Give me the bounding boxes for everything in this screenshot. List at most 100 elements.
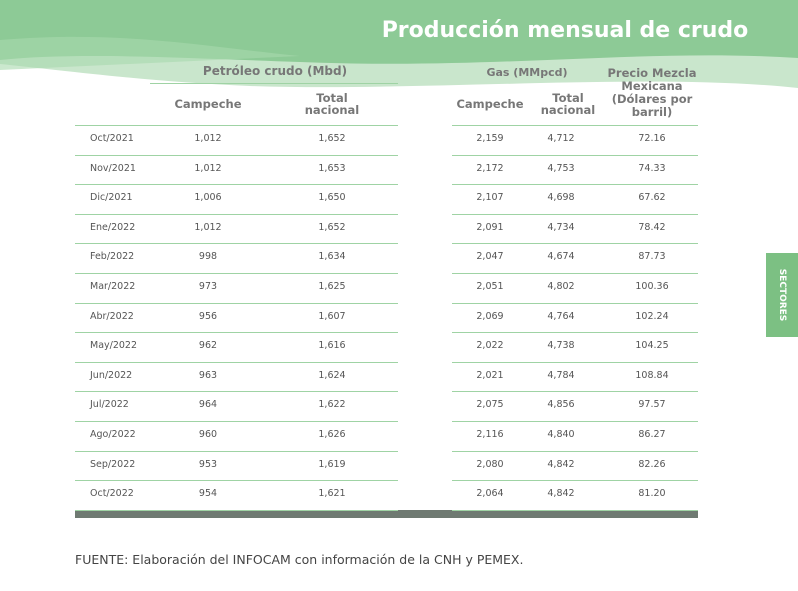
- cell: 72.16: [638, 133, 666, 144]
- cell: 953: [198, 458, 218, 470]
- cell: 4,802: [547, 281, 575, 292]
- cell: 1,012: [194, 133, 222, 144]
- row-label: Feb/2022: [90, 251, 135, 263]
- cell: 81.20: [638, 488, 666, 500]
- cell: 87.73: [638, 251, 666, 263]
- row-rule: [452, 243, 698, 245]
- row-rule: [452, 154, 698, 156]
- cell: 4,753: [547, 162, 575, 174]
- cell: 2,022: [476, 340, 504, 352]
- header-band: [0, 0, 798, 88]
- row-label: Dic/2021: [90, 192, 133, 204]
- row-rule: [452, 272, 698, 274]
- cell: 4,738: [547, 340, 575, 352]
- row-rule: [452, 480, 698, 482]
- title: Producción mensual de crudo: [381, 18, 749, 43]
- cell: 998: [198, 251, 218, 263]
- row-rule: [452, 332, 698, 334]
- row-label: Oct/2022: [90, 488, 134, 500]
- cell: 960: [198, 429, 218, 440]
- row-label: Nov/2021: [90, 162, 136, 174]
- row-rule: [75, 332, 398, 334]
- row-rule: [75, 480, 398, 482]
- bottom-bar: [75, 510, 698, 518]
- cell: 1,652: [318, 133, 346, 144]
- cell: 2,051: [476, 281, 504, 292]
- cell: 1,626: [318, 429, 346, 440]
- cell: 82.26: [638, 458, 666, 470]
- source: FUENTE: Elaboración del INFOCAM con info…: [75, 552, 524, 567]
- side-tab-label: SECTORES: [777, 268, 787, 322]
- row-rule: [75, 272, 398, 274]
- row-label: Oct/2021: [90, 133, 134, 144]
- cell: 1,634: [318, 251, 346, 263]
- cell: 2,047: [476, 251, 504, 263]
- row-rule: [75, 391, 398, 393]
- cell: 964: [198, 399, 218, 411]
- cell: 102.24: [635, 310, 669, 322]
- row-rule: [75, 302, 398, 304]
- row-label: Sep/2022: [90, 458, 136, 470]
- row-rule: [75, 420, 398, 422]
- cell: 2,021: [476, 369, 504, 381]
- row-rule: [452, 391, 698, 393]
- cell: 4,842: [547, 488, 575, 500]
- cell: 4,734: [547, 221, 575, 233]
- cell: 1,616: [318, 340, 346, 352]
- cell: 1,012: [194, 221, 222, 233]
- row-label: Mar/2022: [90, 281, 136, 292]
- cell: 4,856: [547, 399, 575, 411]
- column-header: Total nacional: [540, 91, 596, 117]
- row-rule: [452, 184, 698, 186]
- cell: 4,842: [547, 458, 575, 470]
- cell: 2,064: [476, 488, 504, 500]
- cell: 1,607: [318, 310, 346, 322]
- rule: [452, 125, 698, 126]
- cell: 2,107: [476, 192, 504, 204]
- cell: 4,764: [547, 310, 575, 322]
- row-label: Ago/2022: [90, 429, 136, 440]
- row-label: Jul/2022: [90, 399, 129, 411]
- column-header: Campeche: [174, 97, 242, 111]
- cell: 1,653: [318, 162, 346, 174]
- cell: 108.84: [635, 369, 669, 381]
- cell: 100.36: [635, 281, 669, 292]
- rule: [150, 83, 398, 84]
- group-header: Petróleo crudo (Mbd): [202, 64, 348, 78]
- cell: 4,784: [547, 369, 575, 381]
- group-header: Gas (MMpcd): [486, 66, 568, 79]
- column-header: Total nacional: [304, 91, 360, 117]
- row-label: Jun/2022: [90, 369, 133, 381]
- cell: 1,624: [318, 369, 346, 381]
- row-rule: [452, 450, 698, 452]
- cell: 962: [198, 340, 218, 352]
- cell: 2,116: [476, 429, 504, 440]
- cell: 86.27: [638, 429, 666, 440]
- cell: 4,674: [547, 251, 575, 263]
- row-rule: [75, 361, 398, 363]
- cell: 4,698: [547, 192, 575, 204]
- cell: 1,625: [318, 281, 346, 292]
- cell: 104.25: [635, 340, 669, 352]
- cell: 954: [198, 488, 218, 500]
- row-rule: [75, 243, 398, 245]
- row-rule: [452, 420, 698, 422]
- row-label: Abr/2022: [90, 310, 134, 322]
- cell: 2,080: [476, 458, 504, 470]
- cell: 1,006: [194, 192, 222, 204]
- row-rule: [452, 361, 698, 363]
- group-header: Precio Mezcla Mexicana (Dólares por barr…: [607, 66, 697, 119]
- row-rule: [75, 213, 398, 215]
- cell: 2,075: [476, 399, 504, 411]
- column-header: Campeche: [456, 97, 524, 111]
- row-rule: [75, 154, 398, 156]
- row-label: Ene/2022: [90, 221, 136, 233]
- cell: 1,012: [194, 162, 222, 174]
- rule: [75, 125, 398, 126]
- cell: 1,650: [318, 192, 346, 204]
- cell: 97.57: [638, 399, 666, 411]
- cell: 78.42: [638, 221, 666, 233]
- row-rule: [452, 509, 698, 511]
- cell: 956: [198, 310, 218, 322]
